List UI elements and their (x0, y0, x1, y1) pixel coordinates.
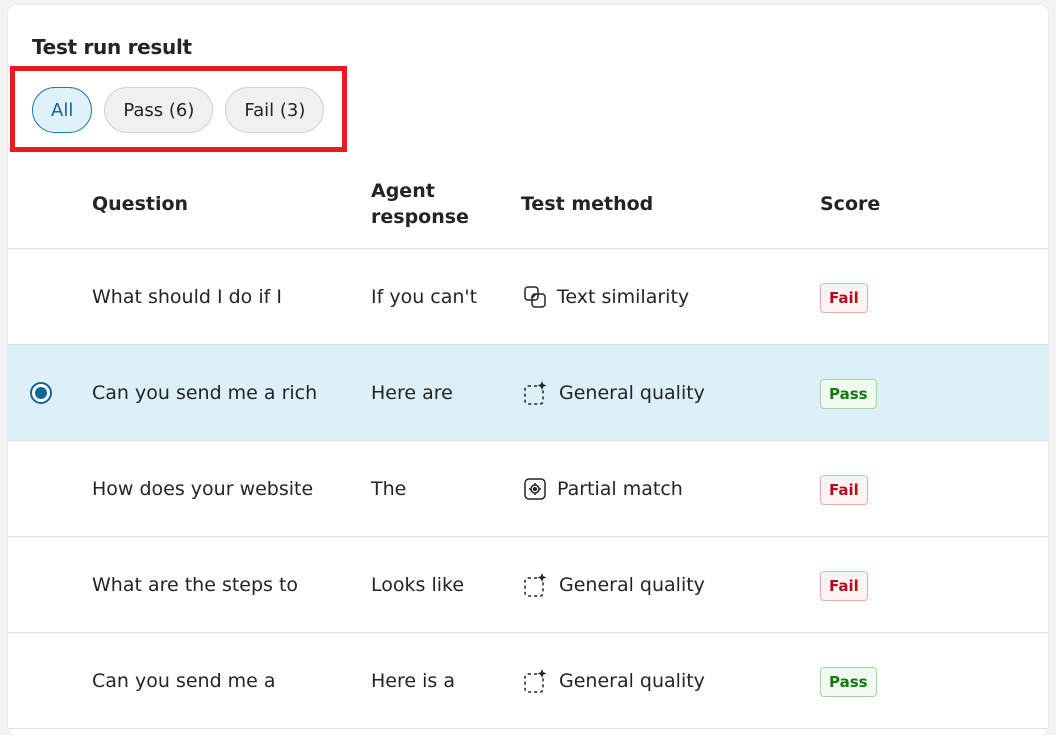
test-run-result-panel: Test run result All Pass (6) Fail (3) Qu… (8, 5, 1048, 735)
score-badge: Fail (820, 282, 868, 313)
score-badge: Fail (820, 570, 868, 601)
score-badge: Pass (820, 378, 877, 409)
table-row[interactable]: Can you send me a rich Here are General … (8, 345, 1048, 441)
sparkle-icon (523, 380, 549, 406)
target-icon (523, 477, 547, 501)
test-method-cell: Text similarity (523, 285, 689, 309)
question-cell: What should I do if I (92, 285, 282, 308)
panel-title: Test run result (32, 35, 192, 59)
question-cell: Can you send me a rich (92, 381, 318, 404)
column-question[interactable]: Question (92, 193, 189, 215)
test-method-cell: General quality (523, 668, 705, 694)
score-badge: Fail (820, 474, 868, 505)
text-similarity-icon (523, 285, 547, 309)
score-cell: Fail (820, 474, 868, 505)
sparkle-icon (523, 668, 549, 694)
test-method-label: Partial match (557, 477, 683, 500)
column-test-method[interactable]: Test method (521, 193, 654, 215)
column-agent-response[interactable]: Agent response (371, 180, 469, 228)
score-cell: Fail (820, 282, 868, 313)
filter-fail[interactable]: Fail (3) (225, 87, 325, 133)
filter-pills: All Pass (6) Fail (3) (32, 87, 325, 133)
table-row[interactable]: How does your website The Partial match … (8, 441, 1048, 537)
table-row[interactable]: What are the steps to Looks like General… (8, 537, 1048, 633)
score-cell: Pass (820, 378, 877, 409)
table-row[interactable]: Can you send me a Here is a General qual… (8, 633, 1048, 729)
filter-highlight-box (10, 66, 347, 152)
row-selected-radio[interactable] (30, 381, 52, 404)
score-cell: Fail (820, 570, 868, 601)
test-method-label: General quality (559, 573, 705, 596)
agent-response-cell: The (371, 477, 407, 500)
filter-all[interactable]: All (32, 87, 93, 133)
agent-response-cell: Here are (371, 381, 453, 404)
question-cell: What are the steps to (92, 573, 299, 596)
score-badge: Pass (820, 666, 877, 697)
test-method-cell: General quality (523, 380, 705, 406)
table-header: Question Agent response Test method Scor… (8, 160, 1048, 249)
test-method-label: Text similarity (557, 285, 690, 308)
table-row[interactable]: What should I do if I If you can't Text … (8, 249, 1048, 345)
agent-response-cell: Looks like (371, 573, 465, 596)
agent-response-cell: If you can't (371, 285, 478, 308)
test-method-cell: General quality (523, 572, 705, 598)
test-method-label: General quality (559, 381, 705, 404)
agent-response-cell: Here is a (371, 669, 455, 692)
score-cell: Pass (820, 666, 877, 697)
test-method-label: General quality (559, 669, 705, 692)
question-cell: How does your website (92, 477, 314, 500)
sparkle-icon (523, 572, 549, 598)
filter-pass[interactable]: Pass (6) (104, 87, 214, 133)
question-cell: Can you send me a (92, 669, 276, 692)
test-method-cell: Partial match (523, 477, 683, 501)
column-score[interactable]: Score (820, 193, 881, 215)
